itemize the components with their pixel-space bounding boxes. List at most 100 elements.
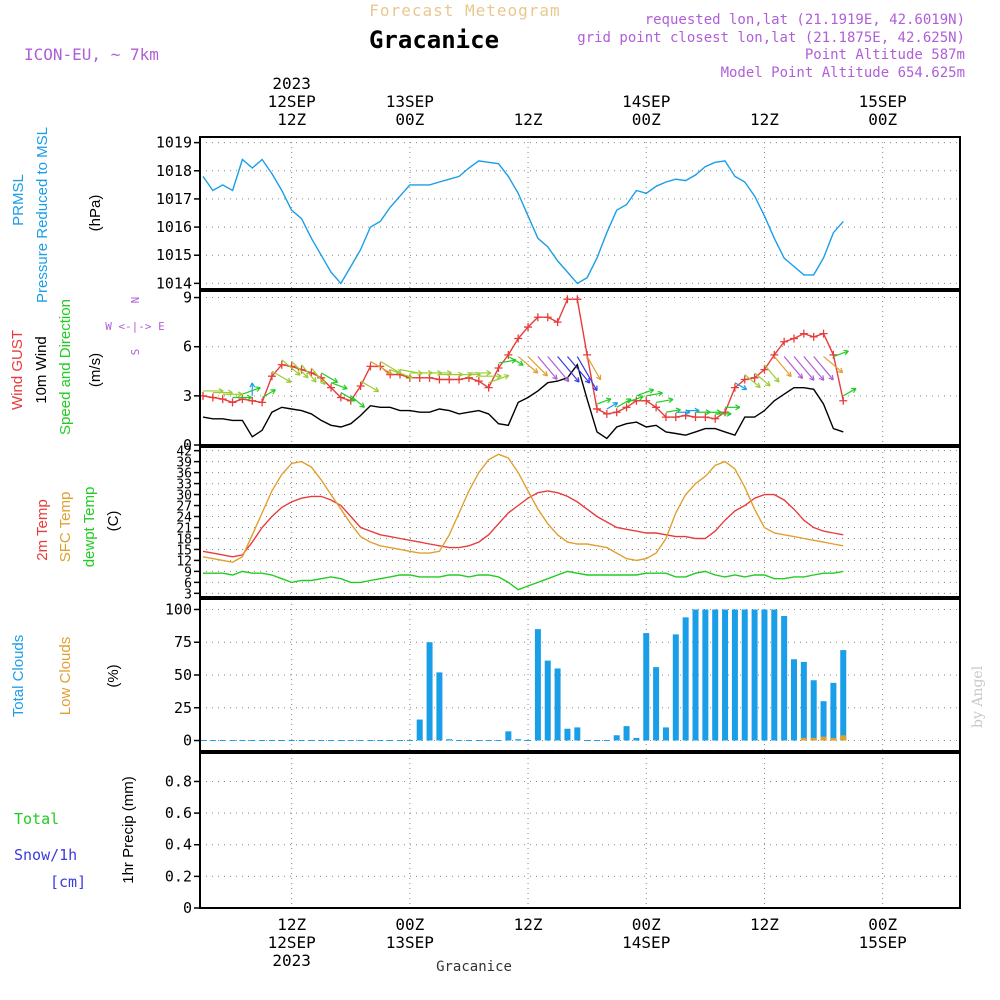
panels: 1014101510161017101810190369369121518212… xyxy=(156,134,961,917)
gust-marker xyxy=(228,398,237,407)
wind-arrow-shaft xyxy=(271,370,292,383)
wind-arrow-shaft xyxy=(744,374,761,388)
ylabel-speed-dir: Speed and Direction xyxy=(57,299,74,435)
wind-arrow-head xyxy=(246,394,252,401)
panel-frame-pressure xyxy=(199,136,961,290)
wind-arrow-head xyxy=(342,384,348,390)
wind-arrow-head xyxy=(765,381,771,387)
wind-arrow-shaft xyxy=(763,364,780,383)
wind-arrow xyxy=(813,356,834,381)
ylabel-total-clouds: Total Clouds xyxy=(10,635,27,718)
ylabel-pressure: Pressure Reduced to MSL xyxy=(34,127,51,303)
ylabel-snow: Snow/1h xyxy=(14,846,77,864)
bar-clouds-total-clouds xyxy=(830,682,837,741)
gust-marker xyxy=(642,396,651,405)
wind-arrow xyxy=(360,380,380,393)
bottom-time-label: 00Z xyxy=(632,915,661,934)
wind-arrow-head xyxy=(407,373,413,380)
bar-clouds-total-clouds xyxy=(594,740,600,742)
ytick-label-clouds: 0 xyxy=(183,732,192,750)
bar-clouds-total-clouds xyxy=(298,740,305,742)
wind-arrow xyxy=(301,364,317,383)
wind-arrow-head xyxy=(837,367,844,374)
bar-clouds-total-clouds xyxy=(229,740,236,742)
ytick-label-temperature: 3 xyxy=(184,587,192,602)
wind-arrow xyxy=(803,356,825,381)
footer-location: Gracanice xyxy=(436,959,512,975)
gust-marker xyxy=(366,362,375,371)
wind-arrow xyxy=(232,394,252,401)
ytick-label-precip: 0.2 xyxy=(165,867,192,885)
gust-marker xyxy=(711,414,720,423)
wind-arrow-shaft xyxy=(576,356,598,391)
wind-arrow-shaft xyxy=(340,392,356,402)
bar-clouds-total-clouds xyxy=(613,735,620,741)
wind-arrow-shaft xyxy=(773,356,792,377)
gust-marker xyxy=(297,365,306,374)
gust-marker xyxy=(208,393,217,402)
bottom-time-label: 15SEP xyxy=(859,933,907,952)
gust-marker xyxy=(484,383,493,392)
wind-arrow xyxy=(389,369,413,380)
wind-arrow xyxy=(823,356,844,374)
bar-clouds-total-clouds xyxy=(564,728,571,741)
gust-marker xyxy=(750,373,759,382)
top-time-label: 00Z xyxy=(868,110,897,129)
ylabel-low-clouds: Low Clouds xyxy=(57,637,74,715)
bar-clouds-total-clouds xyxy=(485,740,492,742)
wind-arrow xyxy=(478,373,502,380)
gust-marker xyxy=(356,382,365,391)
wind-arrow-shaft xyxy=(330,382,348,390)
wind-arrow-shaft xyxy=(389,369,413,379)
gust-marker xyxy=(612,408,621,417)
compass-we: W <-|-> E xyxy=(105,320,165,333)
bar-clouds-total-clouds xyxy=(209,740,216,742)
wind-arrow xyxy=(783,356,804,379)
bottom-time-label: 13SEP xyxy=(386,933,434,952)
bar-clouds-total-clouds xyxy=(791,659,797,741)
top-time-label: 00Z xyxy=(395,110,424,129)
ytick-label-pressure: 1014 xyxy=(156,274,192,292)
wind-arrow xyxy=(566,356,591,384)
ylabel-hpa: (hPa) xyxy=(87,195,104,232)
wind-arrow xyxy=(547,356,570,383)
gust-marker xyxy=(327,383,336,392)
bar-clouds-total-clouds xyxy=(465,740,472,742)
bar-clouds-total-clouds xyxy=(406,740,413,742)
wind-arrow-shaft xyxy=(665,409,681,413)
bar-clouds-total-clouds xyxy=(357,740,364,742)
wind-arrow xyxy=(744,374,761,389)
wind-arrow-shaft xyxy=(734,382,747,391)
gust-marker xyxy=(809,332,818,341)
gust-marker xyxy=(524,323,533,332)
bar-clouds-total-clouds xyxy=(200,740,206,742)
wind-arrow-shaft xyxy=(754,372,771,387)
bar-clouds-total-clouds xyxy=(722,609,729,741)
ytick-label-temperature: 42 xyxy=(176,445,192,460)
gust-marker xyxy=(553,318,562,327)
wind-arrow-shaft xyxy=(557,356,580,383)
wind-arrow xyxy=(636,388,655,397)
wind-arrow xyxy=(508,356,524,366)
product-title: Forecast Meteogram xyxy=(369,1,560,20)
bar-clouds-total-clouds xyxy=(781,616,788,741)
gust-marker xyxy=(563,295,572,304)
wind-arrow-head xyxy=(563,376,570,383)
panel-frame-precip xyxy=(199,752,961,909)
gust-marker xyxy=(494,364,503,372)
wind-arrow xyxy=(370,360,393,375)
wind-arrow-head xyxy=(818,375,825,381)
series-pressure-prmsl xyxy=(202,158,844,285)
ytick-label-clouds: 25 xyxy=(174,699,192,717)
ytick-label-precip: 0.8 xyxy=(165,772,192,790)
wind-arrow-head xyxy=(249,382,256,388)
gust-marker xyxy=(691,413,700,422)
gust-marker xyxy=(415,373,424,382)
bar-clouds-total-clouds xyxy=(288,740,295,742)
wind-arrow xyxy=(626,394,644,403)
wind-arrow-shaft xyxy=(370,360,392,375)
wind-arrow-shaft xyxy=(281,359,301,376)
ylabel-dewpt: dewpt Temp xyxy=(81,487,98,568)
top-time-label: 00Z xyxy=(632,110,661,129)
